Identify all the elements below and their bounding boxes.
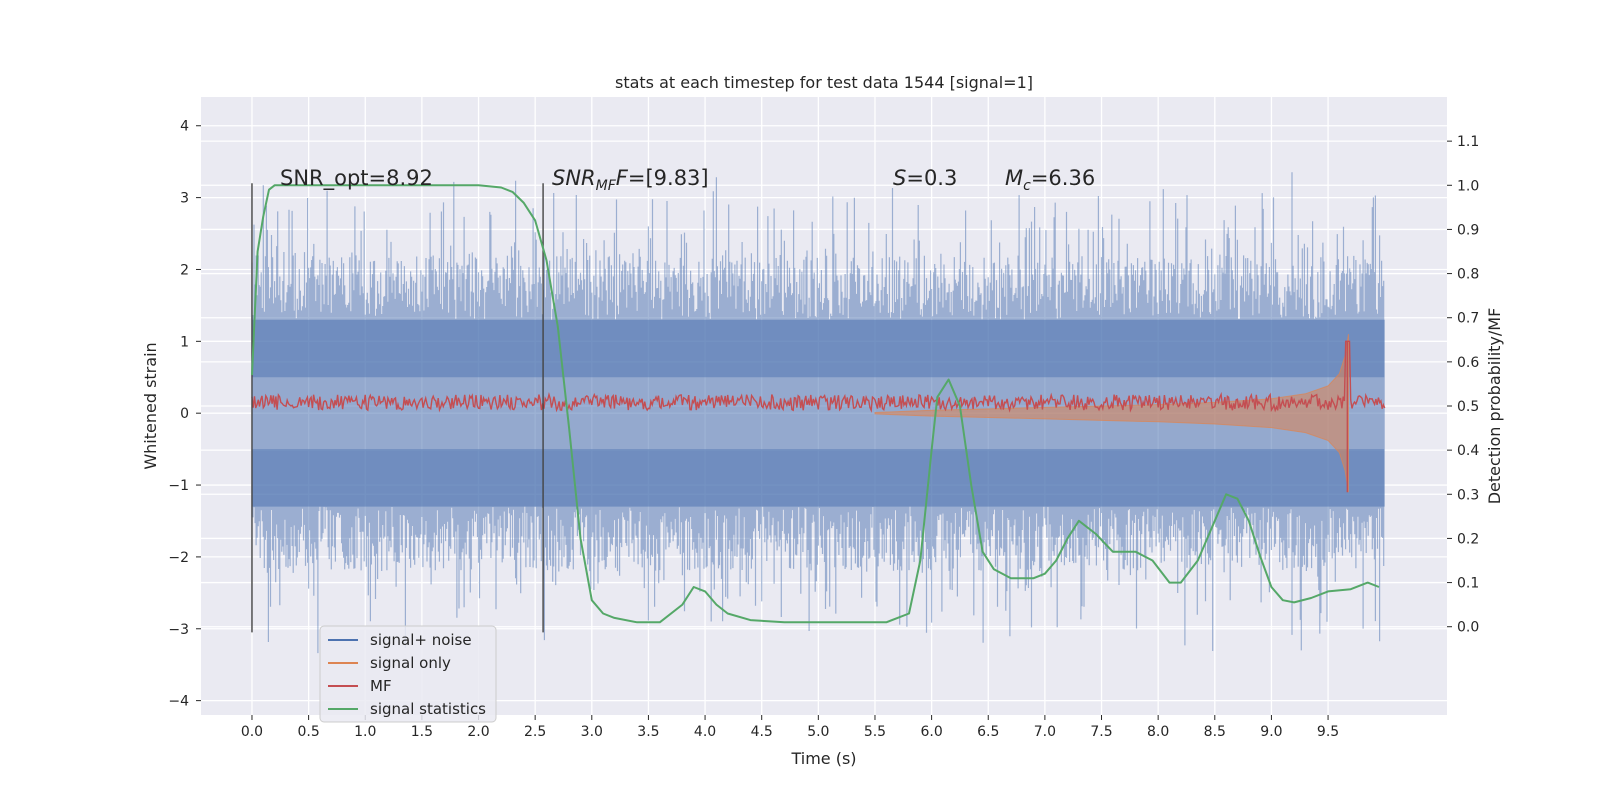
- left-axis-ticks: 4 3 2 1 0 −1 −2 −3 −4: [168, 119, 201, 710]
- x-tick-label: 7.5: [1090, 724, 1112, 740]
- y-left-tick-label: −2: [168, 550, 189, 566]
- y-right-tick-label: 0.9: [1457, 222, 1479, 238]
- y-right-tick-label: 1.0: [1457, 178, 1479, 194]
- y-right-tick-label: 0.8: [1457, 267, 1479, 283]
- right-axis-label: Detection probability/MF: [1485, 308, 1504, 505]
- annotation-mc-sub: c: [1023, 178, 1031, 194]
- signal-statistics-line: [251, 184, 1380, 624]
- y-right-tick-label: 0.0: [1457, 620, 1479, 636]
- x-tick-label: 7.0: [1034, 724, 1056, 740]
- x-tick-label: 9.0: [1260, 724, 1282, 740]
- x-tick-label: 6.0: [920, 724, 942, 740]
- x-tick-label: 2.5: [524, 724, 546, 740]
- y-right-tick-label: 0.1: [1457, 576, 1479, 592]
- y-left-tick-label: 1: [180, 334, 189, 350]
- x-tick-label: 4.5: [751, 724, 773, 740]
- x-tick-label: 8.5: [1204, 724, 1226, 740]
- x-tick-label: 8.0: [1147, 724, 1169, 740]
- annotation-s-var: S: [893, 166, 906, 190]
- y-left-tick-label: 0: [180, 406, 189, 422]
- x-tick-label: 1.5: [411, 724, 433, 740]
- legend-label-signal-statistics: signal statistics: [370, 700, 486, 718]
- x-tick-label: 3.0: [581, 724, 603, 740]
- x-tick-label: 5.0: [807, 724, 829, 740]
- y-left-tick-label: 4: [180, 119, 189, 135]
- y-left-tick-label: −3: [168, 622, 189, 638]
- y-left-tick-label: −4: [168, 694, 189, 710]
- plot-content: [251, 172, 1386, 654]
- mf-line: [251, 340, 1386, 413]
- y-right-tick-label: 1.1: [1457, 134, 1479, 150]
- legend-label-signal-only: signal only: [370, 654, 451, 672]
- y-right-tick-label: 0.5: [1457, 399, 1479, 415]
- y-left-tick-label: 3: [180, 191, 189, 207]
- x-tick-label: 2.0: [467, 724, 489, 740]
- y-right-tick-label: 0.7: [1457, 311, 1479, 327]
- chart-title: stats at each timestep for test data 154…: [615, 73, 1033, 92]
- y-right-tick-label: 0.2: [1457, 531, 1479, 547]
- x-tick-label: 1.0: [354, 724, 376, 740]
- legend: signal+ noise signal only MF signal stat…: [319, 625, 497, 723]
- x-axis-ticks: 0.0 0.5 1.0 1.5 2.0 2.5 3.0 3.5 4.0 4.5 5.0 5.5 6.0 6…: [241, 715, 1339, 740]
- annotation-snr-mf-var: SNR: [552, 166, 596, 190]
- y-left-tick-label: −1: [168, 478, 189, 494]
- annotation-snr-mf: SNRMFF=[9.83]: [552, 166, 709, 194]
- y-right-tick-label: 0.4: [1457, 443, 1479, 459]
- annotation-mc: Mc=6.36: [1005, 166, 1095, 194]
- x-tick-label: 0.0: [241, 724, 263, 740]
- y-right-tick-label: 0.3: [1457, 487, 1479, 503]
- left-axis-label: Whitened strain: [141, 342, 160, 469]
- right-axis-ticks: 1.1 1.0 0.9 0.8 0.7 0.6 0.5 0.4 0.3 0.2 0.1 0.0: [1447, 134, 1479, 636]
- y-right-tick-label: 0.6: [1457, 355, 1479, 371]
- annotation-snr-opt: SNR_opt=8.92: [280, 166, 433, 191]
- annotation-snr-mf-sub: MF: [596, 178, 617, 194]
- x-axis-label: Time (s): [790, 749, 856, 768]
- x-tick-label: 9.5: [1317, 724, 1339, 740]
- legend-label-signal-noise: signal+ noise: [370, 631, 472, 649]
- x-tick-label: 3.5: [637, 724, 659, 740]
- legend-label-mf: MF: [370, 677, 392, 695]
- annotation-s: S=0.3: [893, 166, 957, 190]
- annotation-mc-var: M: [1005, 166, 1023, 190]
- annotation-mc-val: =6.36: [1031, 166, 1095, 190]
- annotation-snr-mf-val: =[9.83]: [628, 166, 709, 190]
- x-tick-label: 5.5: [864, 724, 886, 740]
- x-tick-label: 0.5: [297, 724, 319, 740]
- annotation-snr-mf-f: F: [616, 166, 629, 190]
- x-tick-label: 4.0: [694, 724, 716, 740]
- signal-only-envelope: [874, 334, 1349, 493]
- legend-frame: [319, 625, 497, 723]
- x-tick-label: 6.5: [977, 724, 999, 740]
- y-left-tick-label: 2: [180, 262, 189, 278]
- annotation-s-val: =0.3: [906, 166, 957, 190]
